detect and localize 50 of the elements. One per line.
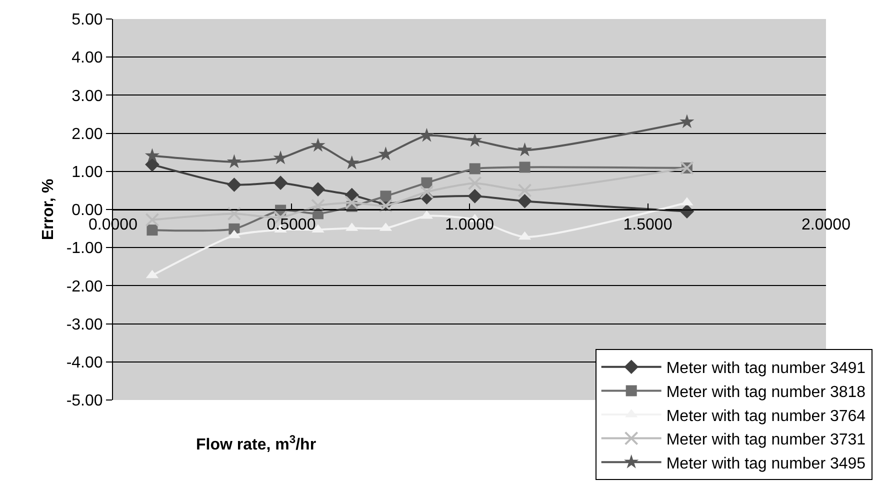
legend-label: Meter with tag number 3818 [666,384,866,401]
y-tick-label: -5.00 [66,392,103,410]
y-tick-label: 2.00 [72,126,103,143]
x-tick-label: 0.5000 [266,216,316,234]
point [469,163,480,174]
point [344,155,360,170]
point [518,183,532,198]
x-tick-label: 1.0000 [445,216,494,234]
point [468,132,482,147]
point [344,196,359,210]
y-tick-label: 4.00 [72,50,103,67]
x-axis-title: Flow rate, m$^{3}$/hr [196,434,316,454]
y-tick-label: 3.00 [72,88,103,105]
point [146,224,158,236]
point [226,154,242,168]
point [378,146,394,160]
x-tick-label: 2.0000 [802,216,851,234]
y-tick-label: 0.00 [72,202,103,220]
y-tick-label: -4.00 [66,354,103,372]
point [310,138,326,152]
point [519,162,530,173]
point [144,148,160,162]
point [421,177,432,188]
point [680,114,694,128]
point [468,189,482,204]
point [419,128,434,142]
point [227,178,242,192]
point [310,182,326,196]
point [680,204,694,219]
point [518,194,532,208]
legend-label: Meter with tag number 3764 [666,408,866,425]
point [273,176,288,190]
y-tick-label: -3.00 [66,316,103,334]
point [310,198,325,213]
point [227,206,242,221]
point [145,157,160,172]
point [145,212,160,227]
legend-label: Meter with tag number 3491 [666,360,866,378]
y-tick-label: 1.00 [72,164,103,181]
y-axis-title: Error, % [40,178,58,240]
point [468,176,482,190]
point [380,190,392,202]
y-tick-label: -2.00 [66,278,103,296]
y-tick-label: -1.00 [66,240,103,258]
y-tick-label: 5.00 [72,12,103,29]
legend-label: Meter with tag number 3495 [666,455,866,472]
point [517,142,532,156]
x-tick-label: 1.5000 [623,216,672,234]
legend-label: Meter with tag number 3731 [666,432,866,449]
point [420,184,434,199]
